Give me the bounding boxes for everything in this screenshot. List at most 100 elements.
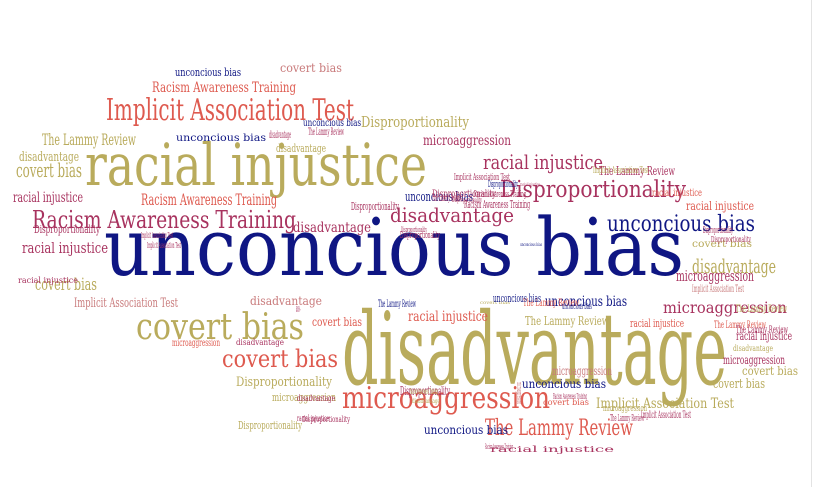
cloud-word-unconcious-bias: unconcious bias <box>176 133 266 144</box>
cloud-word-racial-injustice: racial injustice <box>85 131 427 199</box>
cloud-word-disadvantage: disadvantage <box>390 203 514 227</box>
cloud-word-microaggression: microaggression <box>272 391 336 404</box>
cloud-word-implicit-association-test: Implicit Association Test <box>692 284 744 295</box>
cloud-word-implicit-association-test: Implicit Association Test <box>593 166 649 176</box>
cloud-word-racism-awareness-training: Racism Awareness Training <box>32 206 296 234</box>
cloud-word-racial-injustice: racial injustice <box>297 414 329 423</box>
cloud-word-disproportionality: Disproportionality <box>500 177 686 203</box>
cloud-word-disproportionality: Disproportionality <box>401 226 427 234</box>
cloud-word-covert-bias: covert bias <box>280 61 342 75</box>
cloud-word-disadvantage: disadvantage <box>342 291 727 408</box>
cloud-word-the-lammy-review: The Lammy Review <box>432 193 462 204</box>
cloud-word-unconcious-bias: unconcious bias <box>522 377 606 391</box>
cloud-word-disadvantage: disadvantage <box>692 254 776 278</box>
cloud-word-microaggression: microaggression <box>663 298 787 317</box>
cloud-word-racial-injustice: racial injustice <box>13 190 83 206</box>
cloud-word-the-lammy-review: The Lammy Review <box>736 325 788 336</box>
cloud-word-disproportionality: Disproportionality <box>711 235 751 244</box>
cloud-word-racial-injustice: racial injustice <box>22 239 108 257</box>
cloud-word-microaggression: microaggression <box>603 404 647 414</box>
cloud-word-disadvantage: disadvantage <box>250 294 322 308</box>
cloud-word-the-lammy-review: The Lammy Review <box>714 320 766 331</box>
cloud-word-racism-awareness-training: Racism Awareness Training <box>152 80 296 96</box>
cloud-word-covert-bias: covert bias <box>480 300 510 306</box>
cloud-word-microaggression: microaggression <box>552 364 612 378</box>
cloud-word-the-lammy-review: The Lammy Review <box>610 414 644 424</box>
cloud-word-disproportionality: Disproportionality <box>236 375 332 390</box>
cloud-word-racial-injustice: racial injustice <box>490 445 614 454</box>
cloud-word-covert-bias: covert bias <box>713 377 765 392</box>
right-edge-divider <box>811 0 812 487</box>
cloud-word-racial-injustice: racial injustice <box>18 276 78 285</box>
cloud-word-covert-bias: covert bias <box>543 398 589 407</box>
cloud-word-implicit-association-test: Implicit Association Test <box>641 410 691 421</box>
cloud-word-racial-injustice: racial injustice <box>686 199 754 213</box>
cloud-word-disadvantage: disadvantage <box>293 220 371 236</box>
cloud-word-covert-bias: covert bias <box>222 345 338 373</box>
cloud-word-the-lammy-review: The Lammy Review <box>485 416 633 441</box>
cloud-word-covert-bias: covert bias <box>692 239 752 250</box>
cloud-word-unconcious-bias: unconcious bias <box>493 292 541 305</box>
cloud-word-the-lammy-review: The Lammy Review <box>523 298 579 309</box>
cloud-word-unconcious-bias: unconcious bias <box>303 118 361 129</box>
cloud-word-unconcious-bias: unconcious bias <box>104 201 684 294</box>
cloud-word-the-lammy-review: The Lammy Review <box>525 314 609 328</box>
cloud-word-the-lammy-review: The Lammy Review <box>42 130 136 149</box>
cloud-word-disadvantage: disadvantage <box>412 398 440 405</box>
cloud-word-disadvantage: disadvantage <box>276 142 326 155</box>
cloud-word-racism-awareness-training: Racism Awareness Training <box>410 387 438 396</box>
cloud-word-racial-injustice: racial injustice <box>483 150 603 174</box>
cloud-word-disproportionality: Disproportionality <box>400 384 450 398</box>
cloud-word-disadvantage: disadvantage <box>236 338 284 347</box>
cloud-word-racial-injustice: racial injustice <box>408 309 488 325</box>
cloud-word-disproportionality: Disproportionality <box>34 223 100 236</box>
cloud-word-covert-bias: covert bias <box>312 315 362 329</box>
cloud-word-disadvantage: disadvantage <box>19 150 79 165</box>
cloud-word-covert-bias: covert bias <box>294 306 301 312</box>
cloud-word-the-lammy-review: The Lammy Review <box>378 299 416 310</box>
cloud-word-disproportionality: Disproportionality <box>488 180 518 190</box>
cloud-word-disadvantage: disadvantage <box>733 344 773 353</box>
cloud-word-implicit-association-test: Implicit Association Test <box>596 396 734 412</box>
cloud-word-disproportionality: Disproportionality <box>432 189 496 200</box>
cloud-word-implicit-association-test: Implicit Association Test <box>141 231 173 240</box>
cloud-word-racial-injustice: racial injustice <box>736 329 792 343</box>
cloud-word-microaggression: microaggression <box>172 338 220 349</box>
cloud-word-disproportionality: Disproportionality <box>400 231 440 241</box>
cloud-word-disadvantage: disadvantage <box>269 130 291 141</box>
cloud-word-unconcious-bias: unconcious bias <box>175 66 241 79</box>
cloud-word-disproportionality: Disproportionality <box>361 113 469 131</box>
cloud-word-racism-awareness-training: Racism Awareness Training <box>485 443 513 451</box>
cloud-word-disproportionality: Disproportionality <box>452 197 482 204</box>
cloud-word-microaggression: microaggression <box>515 382 523 404</box>
cloud-word-racial-injustice: racial injustice <box>652 188 702 199</box>
cloud-word-microaggression: microaggression <box>723 353 785 367</box>
cloud-word-the-lammy-review: The Lammy Review <box>599 164 675 178</box>
cloud-word-covert-bias: covert bias <box>742 364 798 378</box>
cloud-word-implicit-association-test: Implicit Association Test <box>106 93 354 128</box>
cloud-word-implicit-association-test: Implicit Association Test <box>147 241 181 250</box>
cloud-word-microaggression: microaggression <box>342 381 550 416</box>
cloud-word-the-lammy-review: The Lammy Review <box>308 127 344 138</box>
cloud-word-the-lammy-review: The Lammy Review <box>736 304 787 315</box>
cloud-word-unconcious-bias: unconcious bias <box>607 212 755 237</box>
cloud-word-covert-bias: covert bias <box>35 275 97 295</box>
cloud-word-racial-injustice: racial injustice <box>630 317 684 330</box>
cloud-word-implicit-association-test: Implicit Association Test <box>454 173 510 183</box>
cloud-word-disproportionality: Disproportionality <box>238 419 302 432</box>
cloud-word-disproportionality: Disproportionality <box>302 415 350 424</box>
cloud-word-disadvantage: disadvantage <box>297 394 335 403</box>
cloud-word-unconcious-bias: unconcious bias <box>405 190 473 205</box>
cloud-word-unconcious-bias: unconcious bias <box>562 302 592 311</box>
cloud-word-racial-injustice: racial injustice <box>520 182 540 188</box>
cloud-word-covert-bias: covert bias <box>16 158 82 182</box>
cloud-word-racism-awareness-training: Racism Awareness Training <box>553 392 587 401</box>
cloud-word-disproportionality: Disproportionality <box>351 200 399 213</box>
cloud-word-disproportionality: Disproportionality <box>703 226 733 236</box>
cloud-word-racism-awareness-training: Racism Awareness Training <box>474 190 526 200</box>
cloud-word-unconcious-bias: unconcious bias <box>545 294 627 310</box>
cloud-word-microaggression: microaggression <box>423 133 511 149</box>
cloud-word-covert-bias: covert bias <box>136 307 304 348</box>
cloud-word-unconcious-bias: unconcious bias <box>424 423 508 437</box>
